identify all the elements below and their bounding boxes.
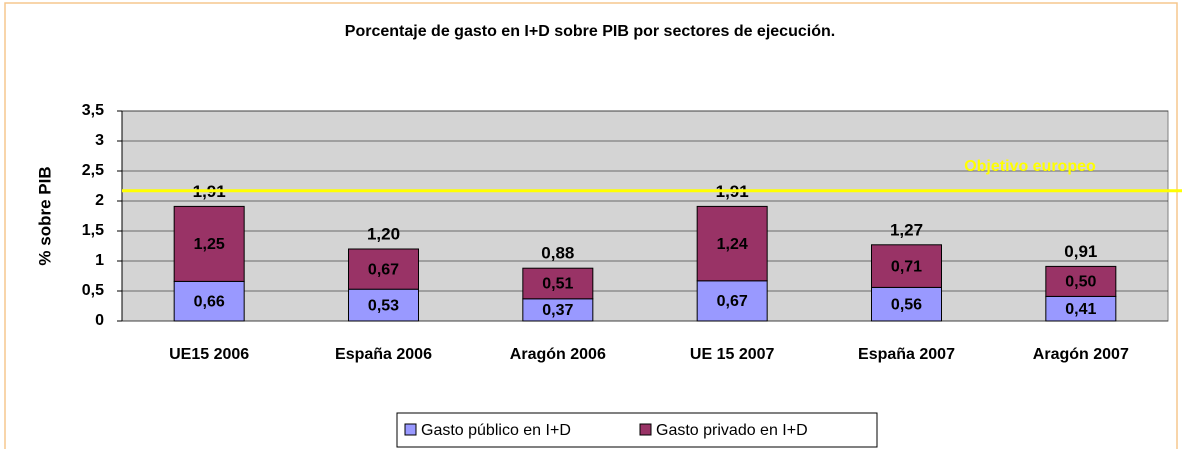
- bar-segment: [348, 288, 419, 322]
- legend-label: Gasto público en I+D: [421, 422, 571, 439]
- value-label: 0,41: [1065, 301, 1096, 318]
- bar-segment: [871, 244, 942, 288]
- bar-segment: [173, 205, 245, 282]
- bar-segment: [871, 286, 942, 322]
- bar-segment: [522, 267, 594, 300]
- y-tick-label: 3: [95, 132, 104, 149]
- value-label: 0,67: [368, 261, 399, 278]
- value-label: 0,50: [1065, 274, 1096, 291]
- chart-title: Porcentaje de gasto en I+D sobre PIB por…: [345, 23, 835, 40]
- y-tick-label: 1,5: [82, 222, 104, 239]
- value-label: 0,51: [542, 276, 573, 293]
- y-tick-label: 2: [95, 192, 104, 209]
- legend-swatch: [639, 423, 652, 436]
- value-label: 0,53: [368, 297, 399, 314]
- legend-label: Gasto privado en I+D: [656, 422, 808, 439]
- y-tick-label: 1: [95, 252, 104, 269]
- value-label: 0,37: [542, 302, 573, 319]
- total-label: 1,27: [890, 220, 923, 239]
- x-tick-label: España 2006: [335, 346, 432, 363]
- total-label: 0,88: [541, 244, 574, 263]
- y-tick-label: 2,5: [82, 162, 104, 179]
- x-tick-label: UE15 2006: [169, 346, 249, 363]
- y-axis-label: % sobre PIB: [35, 166, 54, 265]
- y-tick-label: 0,5: [82, 282, 104, 299]
- legend: [396, 412, 878, 448]
- x-tick-label: UE 15 2007: [690, 346, 775, 363]
- total-label: 1,20: [367, 224, 400, 243]
- value-label: 1,24: [717, 236, 748, 253]
- x-tick-label: Aragón 2007: [1033, 346, 1129, 363]
- bar-segment: [348, 248, 419, 290]
- bar-segment: [1045, 265, 1117, 297]
- plot-area: [121, 110, 1169, 322]
- bar-segment: [696, 205, 768, 282]
- bar-segment: [696, 280, 768, 322]
- value-label: 0,71: [891, 258, 922, 275]
- x-tick-label: España 2007: [858, 346, 955, 363]
- legend-swatch: [404, 423, 417, 436]
- value-label: 1,25: [194, 236, 225, 253]
- reference-label: Objetivo europeo: [964, 158, 1096, 175]
- value-label: 0,66: [194, 293, 225, 310]
- y-tick-label: 3,5: [82, 102, 104, 119]
- y-tick-label: 0: [95, 312, 104, 329]
- total-label: 0,91: [1064, 242, 1097, 261]
- x-tick-label: Aragón 2006: [510, 346, 606, 363]
- value-label: 0,67: [717, 293, 748, 310]
- value-label: 0,56: [891, 296, 922, 313]
